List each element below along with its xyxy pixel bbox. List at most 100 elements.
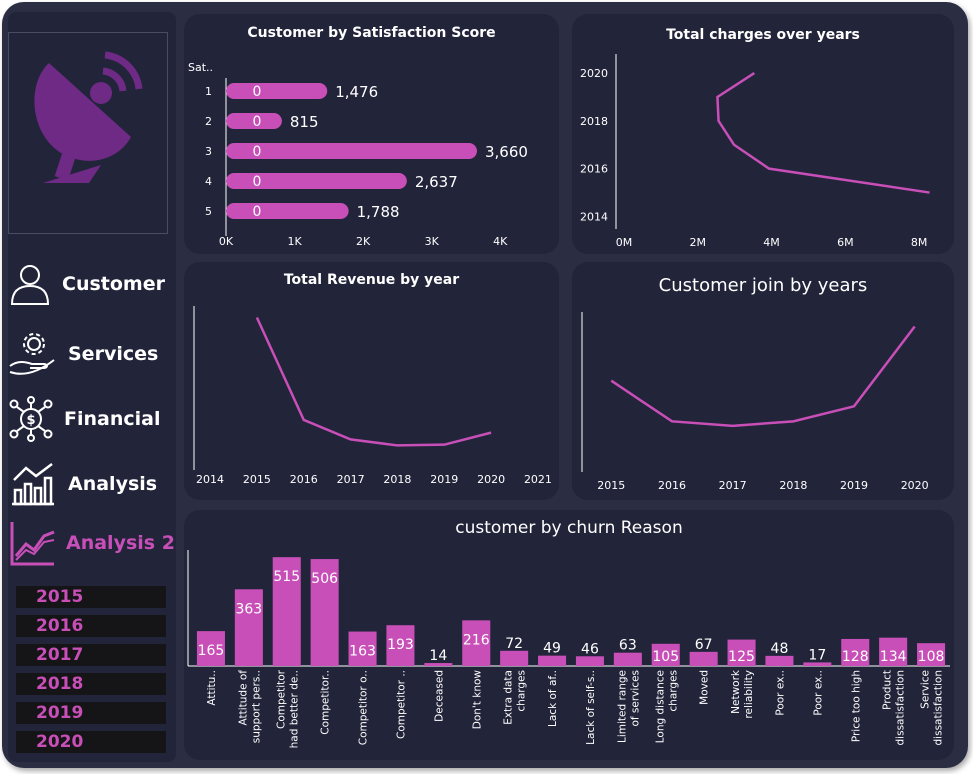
x-tick-label: 2016 [658, 479, 686, 492]
y-axis-label: Sat.. [188, 61, 213, 74]
churn-chart: 165 Attitu.. 363 Attitude of support pers.. 5… [187, 550, 950, 748]
x-tick-label: 0M [616, 236, 633, 249]
x-tick-label-line: charges [667, 670, 679, 712]
y-tick-label: 1 [205, 85, 212, 98]
nav-financial[interactable]: $ Financial [8, 396, 160, 442]
y-tick-label: 2014 [580, 210, 608, 223]
data-label: 48 [771, 641, 789, 657]
x-tick-label-line: Lack of self-s.. [585, 670, 597, 745]
bar-inner-label: 0 [253, 174, 262, 190]
y-tick-label: 2020 [580, 67, 608, 80]
x-tick-label: Competitor o.. [358, 670, 370, 745]
y-tick-label: 5 [205, 205, 212, 218]
bar-inner-label: 0 [253, 144, 262, 160]
data-label: 108 [918, 649, 945, 665]
y-tick-label: 2 [205, 115, 212, 128]
chart-title: customer by churn Reason [455, 518, 683, 538]
bar [234, 589, 263, 666]
dollar-network-icon: $ [9, 396, 53, 442]
bar [500, 650, 529, 666]
x-tick-label: Poor ex.. [774, 670, 786, 716]
data-label: 3,660 [485, 143, 528, 161]
bar [727, 639, 756, 666]
person-icon [10, 265, 50, 305]
nav-label: Financial [64, 408, 161, 430]
series-line [255, 317, 492, 447]
x-tick-label: 8M [911, 236, 928, 249]
year-button-2019[interactable]: 2019 [16, 702, 166, 724]
nav-analysis-2[interactable]: Analysis 2 [8, 520, 175, 566]
data-label: 14 [429, 648, 447, 664]
nav-label: Services [68, 343, 159, 365]
x-tick-label: 4M [763, 236, 780, 249]
bar [803, 662, 832, 666]
x-tick-label: 2018 [779, 479, 807, 492]
x-tick-label: Competitor .. [395, 670, 407, 739]
chart-title: Customer by Satisfaction Score [247, 25, 496, 41]
data-label: 216 [463, 632, 490, 648]
data-label: 72 [505, 636, 523, 652]
bar [310, 559, 339, 666]
bar-chart-icon [12, 463, 54, 506]
bar [226, 203, 349, 219]
x-tick-label: 2020 [477, 473, 505, 486]
data-label: 515 [273, 569, 300, 585]
nav-label: Analysis 2 [66, 532, 175, 554]
x-tick-label-line: Network [730, 669, 742, 714]
logo [8, 32, 168, 234]
bar [226, 173, 407, 189]
join-card: Customer join by years 2015 2016 2017 2018 2… [572, 262, 954, 500]
x-tick-label-line: Don't know [471, 670, 483, 730]
charges-card: Total charges over years 2014 2016 2018 202… [572, 14, 954, 254]
year-button-2015[interactable]: 2015 [16, 586, 166, 608]
x-tick-label: 6M [837, 236, 854, 249]
y-tick-label: 2018 [580, 115, 608, 128]
x-tick-label-line: Poor ex.. [774, 670, 786, 716]
nav-customer[interactable]: Customer [8, 262, 165, 306]
x-tick-label: 2015 [597, 479, 625, 492]
x-tick-label: Lack of af.. [547, 670, 559, 727]
x-tick-label-line: Competitor [275, 669, 287, 729]
x-tick-label-line: Deceased [433, 670, 445, 722]
year-button-2018[interactable]: 2018 [16, 673, 166, 695]
data-label: 815 [290, 113, 319, 131]
x-tick-label: Lack of self-s.. [585, 670, 597, 745]
data-label: 125 [728, 649, 755, 665]
x-tick-label-line: Product [882, 670, 894, 710]
nav-analysis[interactable]: Analysis [8, 460, 157, 508]
x-tick-label: Competitor.. [320, 670, 332, 735]
year-button-2016[interactable]: 2016 [16, 615, 166, 637]
data-label: 163 [349, 644, 376, 660]
x-tick-label-line: Attitude of [237, 670, 249, 726]
bar-inner-label: 0 [253, 84, 262, 100]
x-tick-label: Product dissatisfaction [882, 670, 907, 745]
year-button-2020[interactable]: 2020 [16, 731, 166, 753]
data-label: 134 [880, 649, 907, 665]
data-label: 193 [387, 637, 414, 653]
bar [613, 652, 642, 666]
bar-inner-label: 0 [253, 204, 262, 220]
bar [424, 663, 453, 666]
x-tick-label: Price too high [850, 670, 862, 742]
nav-services[interactable]: Services [8, 332, 158, 376]
x-tick-label: Poor ex.. [812, 670, 824, 716]
x-tick-label: Service dissatisfaction [920, 670, 945, 745]
data-label: 63 [619, 638, 637, 654]
year-button-2017[interactable]: 2017 [16, 644, 166, 666]
series-line [610, 325, 916, 428]
x-tick-label: Deceased [433, 670, 445, 722]
x-tick-label-line: dissatisfaction [933, 670, 945, 745]
data-label: 67 [695, 637, 713, 653]
x-tick-label: Limited range of services [616, 670, 641, 743]
x-tick-label-line: support pers.. [250, 670, 262, 743]
x-tick-label: Moved [699, 670, 711, 705]
bar [348, 631, 377, 666]
data-label: 46 [581, 641, 599, 657]
x-tick-label-line: Price too high [850, 670, 862, 742]
x-tick-label-line: Competitor .. [395, 670, 407, 739]
x-tick-label-line: reliability [743, 670, 755, 719]
x-tick-label: 0K [219, 235, 234, 248]
x-tick-label-line: Limited range [616, 670, 628, 743]
bar [651, 643, 680, 666]
line-chart-icon [10, 522, 55, 566]
